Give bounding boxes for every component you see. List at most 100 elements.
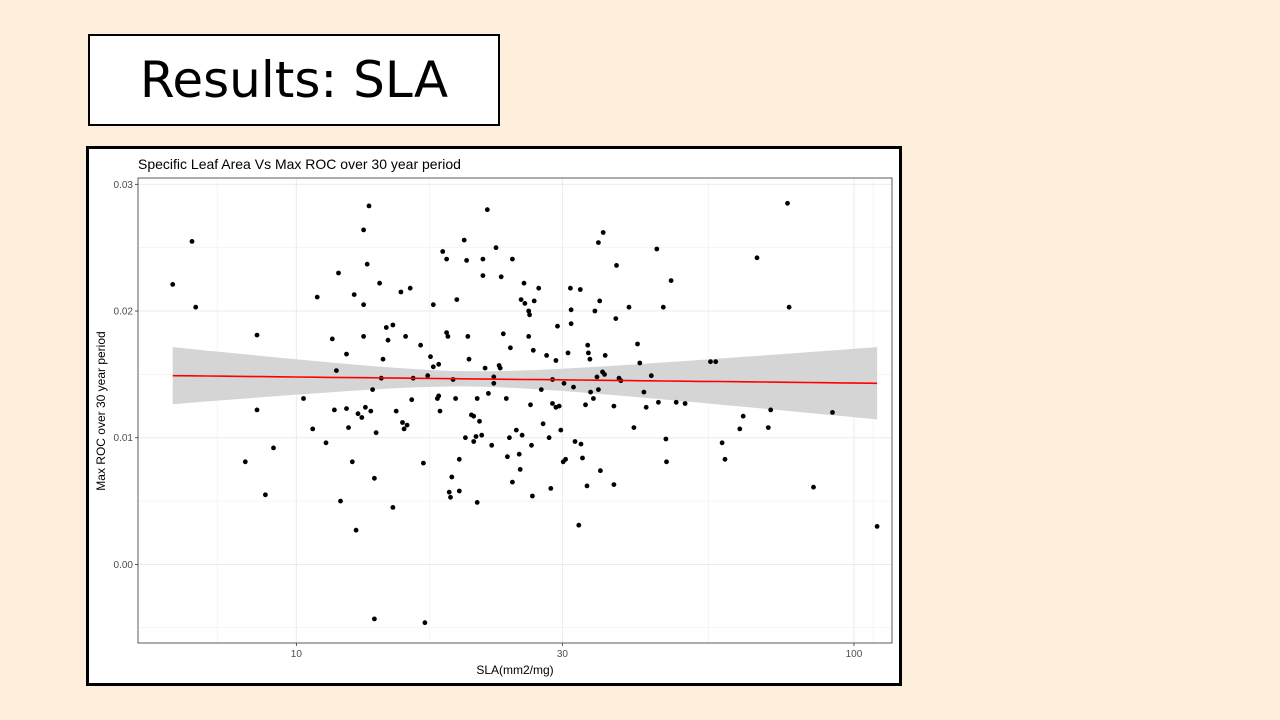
data-point (448, 494, 453, 500)
data-point (349, 459, 355, 465)
data-point (480, 273, 486, 278)
data-point (583, 402, 588, 408)
data-point (538, 387, 544, 392)
data-point (643, 404, 649, 410)
data-point (473, 434, 479, 439)
data-point (461, 237, 467, 243)
trend-line (172, 374, 878, 385)
data-point (425, 373, 431, 379)
data-point (398, 289, 404, 295)
data-point (713, 359, 719, 365)
data-point (561, 380, 567, 386)
data-point (587, 356, 593, 362)
data-point (555, 323, 560, 329)
y-tick-label: 0.00 (114, 560, 134, 571)
data-point (737, 426, 743, 432)
data-point (530, 493, 535, 499)
ticks-layer: 0.00 0.01 0.02 0.03 10 30 100 (114, 180, 863, 660)
data-point (444, 330, 449, 335)
data-point (648, 373, 654, 379)
data-point (493, 245, 499, 251)
data-point (558, 427, 564, 433)
data-point (465, 334, 471, 339)
data-point (456, 488, 462, 494)
data-point (526, 334, 532, 339)
y-tick-label: 0.01 (114, 433, 134, 444)
data-point (536, 285, 542, 291)
data-point (373, 430, 379, 436)
data-point (372, 475, 377, 481)
data-point (527, 312, 532, 318)
data-point (529, 442, 534, 448)
data-point (528, 402, 533, 408)
data-point (430, 302, 436, 308)
data-point (556, 403, 562, 409)
data-point (626, 304, 632, 310)
data-point (361, 302, 366, 308)
data-point (444, 256, 449, 262)
data-point (553, 358, 559, 363)
data-point (323, 440, 329, 446)
data-point (765, 425, 771, 430)
data-point (768, 407, 774, 413)
data-point (598, 468, 603, 474)
data-point (673, 399, 679, 405)
points-layer (170, 200, 880, 626)
data-point (708, 359, 713, 365)
data-point (571, 384, 576, 390)
data-point (594, 374, 600, 380)
data-point (874, 524, 880, 529)
data-point (786, 304, 792, 310)
data-point (505, 454, 510, 460)
data-point (576, 522, 582, 528)
data-point (332, 407, 337, 413)
data-point (577, 287, 583, 292)
data-point (811, 484, 816, 490)
data-point (614, 263, 619, 268)
data-point (422, 620, 428, 626)
data-point (271, 445, 276, 451)
data-point (466, 356, 472, 362)
data-point (370, 387, 375, 392)
data-point (544, 353, 549, 358)
data-point (664, 459, 669, 465)
data-point (682, 401, 688, 406)
data-point (507, 435, 512, 441)
y-tick-label: 0.03 (114, 180, 134, 191)
data-point (464, 258, 469, 263)
data-point (498, 274, 504, 280)
data-point (497, 365, 503, 371)
data-point (437, 408, 443, 414)
data-point (344, 406, 349, 411)
data-point (522, 301, 528, 306)
data-point (430, 364, 436, 370)
y-axis-title: Max ROC over 30 year period (94, 331, 108, 490)
data-point (372, 616, 377, 622)
data-point (368, 408, 374, 414)
x-tick-label: 10 (291, 649, 303, 660)
data-point (596, 240, 601, 245)
data-point (580, 455, 585, 461)
slide-title: Results: SLA (139, 51, 449, 109)
data-point (585, 342, 591, 348)
data-point (456, 456, 462, 462)
data-point (568, 307, 574, 313)
data-point (440, 249, 446, 254)
data-point (568, 285, 573, 291)
data-point (482, 365, 488, 371)
data-point (572, 439, 578, 444)
data-point (453, 396, 458, 401)
data-point (668, 278, 674, 283)
data-point (254, 407, 260, 413)
confidence-ribbon (172, 347, 878, 420)
data-point (471, 439, 477, 444)
data-point (508, 345, 513, 351)
data-point (489, 442, 495, 448)
data-point (513, 427, 519, 433)
data-point (611, 403, 617, 409)
data-point (404, 422, 410, 428)
data-point (407, 285, 413, 291)
data-point (385, 337, 391, 343)
data-point (584, 483, 590, 489)
data-point (754, 255, 760, 261)
